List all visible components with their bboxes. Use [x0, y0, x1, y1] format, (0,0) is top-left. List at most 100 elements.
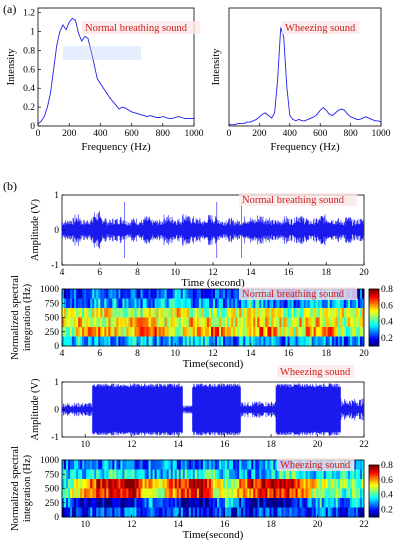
- b4-heatmap-cell: [68, 469, 71, 480]
- b4-heatmap-cell: [92, 479, 95, 489]
- b4-heatmap-cell: [339, 469, 343, 480]
- b2-heatmap-cell: [122, 336, 125, 347]
- b4-colorbar-cell: [369, 494, 379, 497]
- b2-heatmap-cell: [114, 317, 117, 328]
- b4-heatmap-cell: [355, 469, 359, 480]
- b2-heatmap-cell: [255, 317, 258, 328]
- b4-colorbar-frame: [368, 464, 380, 518]
- b4-heatmap-cell: [84, 479, 87, 489]
- b2-heatmap-cell: [136, 317, 139, 328]
- b4-heatmap-cell: [257, 460, 260, 470]
- b4-heatmap-cell: [277, 507, 280, 518]
- b2-heatmap-cell: [132, 317, 135, 328]
- b4-heatmap-cell: [88, 469, 91, 480]
- b4-heatmap-cell: [122, 488, 125, 499]
- b2-heatmap-cell: [62, 317, 65, 328]
- b4-heatmap-cell: [329, 479, 333, 489]
- b4-heatmap-cell: [172, 507, 176, 518]
- b2-heatmap-cell: [164, 289, 168, 299]
- b4-heatmap-cell: [208, 469, 212, 480]
- b2-heatmap-cell: [96, 289, 99, 299]
- b2-heatmap-cell: [309, 317, 313, 328]
- b2-colorbar-cell: [369, 328, 379, 331]
- b2-heatmap-cell: [90, 308, 93, 318]
- b2-heatmap-cell: [124, 289, 127, 299]
- b2-heatmap-cell: [217, 298, 220, 309]
- b2-heatmap-cell: [164, 298, 168, 309]
- b2-heatmap-cell: [327, 327, 331, 337]
- b2-heatmap-cell: [233, 289, 236, 299]
- b2-heatmap-cell: [78, 336, 81, 347]
- a2-data-point: [262, 113, 263, 115]
- b2-heatmap-cell: [307, 298, 311, 309]
- a1-ytick-label: 0: [30, 122, 35, 132]
- a1-data-point: [68, 21, 70, 23]
- b2-heatmap-cell: [148, 308, 151, 318]
- b2-heatmap-cell: [283, 327, 286, 337]
- b2-heatmap-cell: [74, 336, 77, 347]
- b2-heatmap-cell: [223, 308, 226, 318]
- b2-heatmap-cell: [186, 327, 190, 337]
- b4-heatmap-cell: [84, 460, 87, 470]
- b4-colorbar-cell: [369, 492, 379, 495]
- b4-heatmap-cell: [361, 488, 365, 499]
- b4-heatmap-cell: [325, 469, 329, 480]
- b2-x-axis-label: Time(second): [183, 358, 244, 370]
- b2-heatmap-cell: [146, 317, 149, 328]
- b4-heatmap-cell: [251, 469, 254, 480]
- b4-heatmap-cell: [247, 469, 250, 480]
- a2-data-point: [328, 113, 330, 115]
- b2-heatmap-cell: [150, 289, 153, 299]
- b4-heatmap-cell: [245, 498, 248, 508]
- b4-heatmap-cell: [114, 498, 117, 508]
- b4-heatmap-cell: [227, 460, 230, 470]
- b4-heatmap-cell: [357, 479, 361, 489]
- b4-heatmap-cell: [168, 460, 172, 470]
- b4-heatmap-cell: [154, 507, 158, 518]
- b4-heatmap-cell: [245, 488, 248, 499]
- b2-heatmap-cell: [281, 308, 284, 318]
- b4-heatmap-cell: [247, 488, 250, 499]
- b2-colorbar-cell: [369, 297, 379, 300]
- b4-heatmap-cell: [118, 479, 121, 489]
- b4-heatmap-cell: [219, 507, 222, 518]
- b4-heatmap-cell: [82, 488, 85, 499]
- b2-colorbar-cell: [369, 293, 379, 296]
- b2-heatmap-cell: [160, 308, 164, 318]
- b2-heatmap-cell: [257, 336, 260, 347]
- b2-heatmap-cell: [279, 298, 282, 309]
- b4-heatmap-cell: [303, 479, 307, 489]
- panel-label-b: (b): [3, 179, 17, 193]
- b2-heatmap-cell: [353, 327, 357, 337]
- b4-colorbar-cell: [369, 504, 379, 506]
- b4-heatmap-cell: [343, 469, 347, 480]
- b2-heatmap-cell: [166, 327, 170, 337]
- b2-heatmap-cell: [126, 336, 129, 347]
- b2-heatmap-cell: [223, 336, 226, 347]
- b2-heatmap-cell: [192, 317, 196, 328]
- b2-heatmap-cell: [124, 308, 127, 318]
- b4-heatmap-cell: [331, 488, 335, 499]
- b4-heatmap-cell: [307, 507, 311, 518]
- a2-data-point: [356, 119, 358, 120]
- b2-heatmap-cell: [333, 327, 337, 337]
- b4-heatmap-cell: [100, 479, 103, 489]
- b2-heatmap-cell: [281, 317, 284, 328]
- b4-heatmap-cell: [281, 498, 284, 508]
- b2-heatmap-cell: [200, 336, 204, 347]
- b2-heatmap-cell: [305, 317, 309, 328]
- b2-heatmap-cell: [90, 298, 93, 309]
- b2-heatmap-cell: [289, 327, 292, 337]
- b4-heatmap-cell: [237, 507, 240, 518]
- b4-heatmap-cell: [196, 460, 200, 470]
- b4-heatmap-cell: [299, 479, 302, 489]
- b2-heatmap-cell: [263, 308, 266, 318]
- b2-heatmap-cell: [329, 336, 333, 347]
- b2-colorbar-cell: [369, 330, 379, 333]
- b2-heatmap-cell: [341, 336, 345, 347]
- b2-heatmap-cell: [347, 298, 351, 309]
- b4-heatmap-cell: [192, 507, 196, 518]
- b4-heatmap-cell: [122, 498, 125, 508]
- b2-heatmap-cell: [132, 336, 135, 347]
- b4-heatmap-cell: [245, 469, 248, 480]
